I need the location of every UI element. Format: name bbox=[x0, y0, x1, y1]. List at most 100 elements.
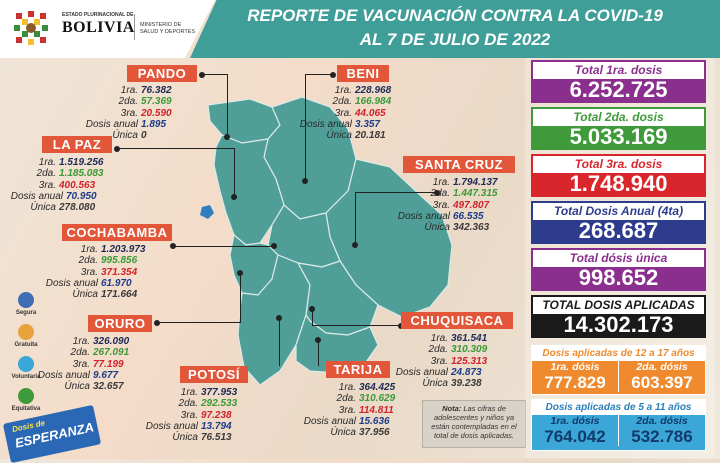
region-tag-cochabamba: COCHABAMBA bbox=[62, 224, 172, 241]
region-stats-lapaz: 1ra. 1.519.256 2da. 1.185.083 3ra. 400.563 … bbox=[8, 157, 104, 213]
total-label: Total Dosis Anual (4ta) bbox=[533, 203, 704, 220]
label-unica: Única bbox=[172, 432, 198, 444]
value-unica: 0 bbox=[141, 130, 147, 142]
value-3ra: 371.354 bbox=[101, 266, 138, 278]
tarija-leader-line bbox=[318, 340, 320, 366]
label-anual: Dosis anual bbox=[397, 210, 450, 222]
note-box: Nota: Las cifras de adolescentes y niños… bbox=[422, 400, 526, 448]
label-unica: Única bbox=[72, 289, 98, 301]
label-anual: Dosis anual bbox=[85, 118, 138, 130]
report-date: AL 7 DE JULIO DE 2022 bbox=[359, 30, 551, 49]
label-3ra: 3ra. bbox=[334, 107, 352, 119]
label-unica: Única bbox=[30, 202, 56, 214]
region-stats-tarija: 1ra. 364.425 2da. 310.629 3ra. 114.811 Dosi… bbox=[300, 382, 395, 438]
label-1ra: 1ra. bbox=[38, 157, 56, 168]
value-1ra: 1.519.256 bbox=[59, 157, 104, 168]
label-2da: 2da. bbox=[70, 347, 90, 359]
total-label: Total 1ra. dosis bbox=[533, 62, 704, 79]
region-stats-cochabamba: 1ra. 1.203.973 2da. 995.856 3ra. 371.354 Do… bbox=[46, 244, 146, 301]
value-3ra: 114.811 bbox=[359, 404, 394, 416]
oruro-map-dot bbox=[237, 270, 243, 276]
value-anual: 3.357 bbox=[355, 118, 381, 130]
gov-country-text: BOLIVIA bbox=[62, 19, 135, 36]
label-anual: Dosis anual bbox=[145, 420, 198, 432]
bolivia-map bbox=[200, 96, 453, 386]
label-1ra: 1ra. bbox=[334, 85, 352, 96]
pando-leader-line2 bbox=[227, 74, 229, 136]
total-value: 1.748.940 bbox=[569, 171, 668, 196]
value-unica: 39.238 bbox=[451, 378, 482, 390]
oruro-leader-line2 bbox=[240, 272, 242, 322]
value-2da: 267.091 bbox=[93, 347, 130, 359]
label-3ra: 3ra. bbox=[72, 358, 90, 370]
value-1ra: 76.382 bbox=[141, 85, 172, 96]
label-3ra: 3ra. bbox=[430, 355, 448, 367]
value-unica: 32.657 bbox=[93, 381, 124, 393]
map-pando bbox=[207, 98, 281, 144]
label-1ra: 1ra. bbox=[338, 382, 356, 393]
total-value: 998.652 bbox=[578, 265, 659, 290]
coin-icon bbox=[18, 324, 34, 340]
total-box: Total dósis única 998.652 bbox=[531, 248, 706, 291]
label-anual: Dosis anual bbox=[10, 190, 63, 202]
lapaz-leader-line2 bbox=[234, 148, 236, 196]
value-anual: 9.677 bbox=[93, 369, 119, 381]
label-2da: 2da. bbox=[332, 96, 352, 108]
value-3ra: 400.563 bbox=[59, 179, 96, 191]
age-5-11-title: Dosis aplicadas de 5 a 11 años bbox=[532, 400, 705, 415]
region-tag-potosi: POTOSÍ bbox=[180, 366, 248, 383]
age-5-11-dose2-label: 2da. dósis bbox=[636, 415, 688, 427]
value-1ra: 377.953 bbox=[201, 387, 238, 398]
label-3ra: 3ra. bbox=[338, 404, 356, 416]
chuquisaca-leader-line bbox=[312, 325, 400, 327]
value-3ra: 44.065 bbox=[355, 107, 386, 119]
logo-divider bbox=[134, 14, 135, 40]
value-anual: 15.636 bbox=[359, 415, 390, 427]
label-2da: 2da. bbox=[430, 188, 450, 200]
ministry-text: MINISTERIO DE SALUD Y DEPORTES bbox=[140, 22, 195, 36]
person-icon bbox=[18, 356, 34, 372]
value-2da: 166.984 bbox=[355, 96, 392, 108]
value-anual: 70.950 bbox=[66, 190, 97, 202]
label-unica: Única bbox=[424, 222, 450, 234]
region-tag-chuquisaca: CHUQUISACA bbox=[401, 312, 513, 329]
potosi-map-dot bbox=[276, 315, 282, 321]
label-3ra: 3ra. bbox=[80, 266, 98, 278]
campaign-logo: Dosis de ESPERANZA bbox=[2, 404, 102, 463]
region-tag-pando: PANDO bbox=[127, 65, 197, 82]
label-anual: Dosis anual bbox=[45, 277, 98, 289]
header: ESTADO PLURINACIONAL DE BOLIVIA MINISTER… bbox=[0, 0, 720, 58]
value-3ra: 125.313 bbox=[451, 355, 488, 367]
age-12-17-dose2-label: 2da. dósis bbox=[636, 361, 688, 373]
coat-of-arms-icon bbox=[12, 9, 50, 47]
value-1ra: 361.541 bbox=[451, 333, 488, 344]
ministry-line2: SALUD Y DEPORTES bbox=[140, 29, 196, 35]
region-tag-tarija: TARIJA bbox=[326, 361, 390, 378]
total-box: Total 3ra. dosis 1.748.940 bbox=[531, 154, 706, 197]
total-label: TOTAL DOSIS APLICADAS bbox=[533, 297, 704, 314]
label-unica: Única bbox=[330, 427, 356, 439]
government-logo-area: ESTADO PLURINACIONAL DE BOLIVIA MINISTER… bbox=[0, 0, 215, 58]
beni-leader-line bbox=[305, 74, 333, 76]
age-5-11-dose1-label: 1ra. dósis bbox=[550, 415, 600, 427]
label-unica: Única bbox=[422, 378, 448, 390]
santacruz-leader-line bbox=[355, 192, 435, 194]
label-1ra: 1ra. bbox=[120, 85, 138, 96]
cochabamba-leader-line bbox=[173, 246, 273, 248]
value-1ra: 1.203.973 bbox=[101, 244, 146, 255]
total-label: Total 3ra. dosis bbox=[533, 156, 704, 173]
label-2da: 2da. bbox=[336, 393, 356, 405]
lapaz-leader-line bbox=[117, 148, 235, 150]
beni-leader-dot bbox=[330, 72, 336, 78]
label-2da: 2da. bbox=[178, 398, 198, 410]
value-2da: 292.533 bbox=[201, 398, 238, 410]
icon-label-equitativa: Equitativa bbox=[11, 406, 41, 412]
value-2da: 1.185.083 bbox=[59, 168, 104, 180]
value-anual: 24.873 bbox=[451, 366, 482, 378]
shield-icon bbox=[18, 292, 34, 308]
map-tarija bbox=[295, 313, 379, 374]
value-1ra: 326.090 bbox=[93, 336, 130, 347]
label-3ra: 3ra. bbox=[180, 409, 198, 421]
region-tag-santacruz: SANTA CRUZ bbox=[403, 156, 515, 173]
icon-label-gratuita: Gratuita bbox=[14, 342, 38, 348]
